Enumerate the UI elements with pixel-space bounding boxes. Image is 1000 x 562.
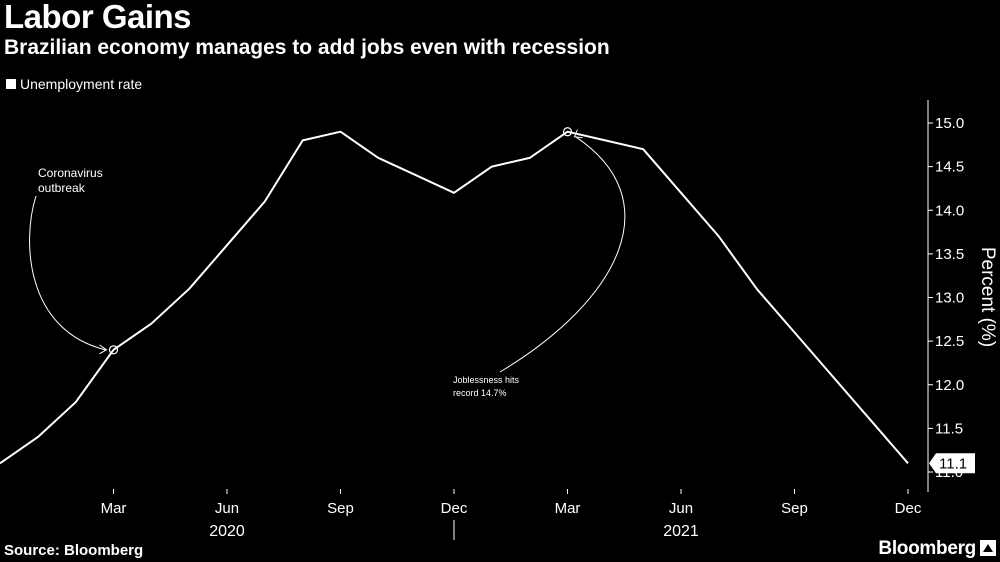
annotation-leader-line xyxy=(29,195,106,351)
annotation-text-line: record 14.7% xyxy=(453,388,507,398)
y-tick-label: 15.0 xyxy=(935,115,964,132)
chart-title: Labor Gains xyxy=(4,0,192,35)
source-note: Source: Bloomberg xyxy=(4,542,144,559)
legend-label: Unemployment rate xyxy=(20,76,143,92)
x-year-label: 2020 xyxy=(209,523,245,540)
chart-subtitle: Brazilian economy manages to add jobs ev… xyxy=(4,36,610,59)
x-tick-label: Dec xyxy=(895,500,922,517)
annotation-arrowhead xyxy=(99,344,108,355)
x-tick-label: Sep xyxy=(781,500,808,517)
y-tick-label: 14.5 xyxy=(935,159,964,176)
bloomberg-logo: Bloomberg xyxy=(878,538,976,559)
axes: 11.011.512.012.513.013.514.014.515.0Perc… xyxy=(101,100,998,540)
bloomberg-terminal-icon xyxy=(980,540,996,556)
legend: Unemployment rate xyxy=(6,76,142,92)
y-tick-label: 12.5 xyxy=(935,333,964,350)
last-value-label: 11.1 xyxy=(939,455,967,472)
y-axis-label: Percent (%) xyxy=(977,247,998,347)
legend-swatch xyxy=(6,79,16,89)
y-tick-label: 13.0 xyxy=(935,290,964,307)
y-tick-label: 12.0 xyxy=(935,377,964,394)
annotation-text-line: Joblessness hits xyxy=(453,375,520,385)
x-tick-label: Sep xyxy=(327,500,354,517)
annotation-text-line: outbreak xyxy=(38,181,86,195)
annotation-leader-line xyxy=(499,136,626,373)
y-tick-label: 11.5 xyxy=(935,420,963,437)
annotation-text-line: Coronavirus xyxy=(38,166,103,180)
x-year-label: 2021 xyxy=(663,523,699,540)
series-line-unemployment-rate xyxy=(0,130,909,465)
y-tick-label: 14.0 xyxy=(935,202,964,219)
x-tick-label: Jun xyxy=(215,500,239,517)
annotation-arrowhead xyxy=(573,129,583,139)
labels: 11.1 xyxy=(929,453,975,474)
x-tick-label: Jun xyxy=(669,500,693,517)
x-tick-label: Mar xyxy=(555,500,581,517)
last-value-tag xyxy=(929,453,975,474)
x-tick-label: Mar xyxy=(101,500,127,517)
x-tick-label: Dec xyxy=(441,500,468,517)
series xyxy=(0,130,909,465)
y-tick-label: 13.5 xyxy=(935,246,964,263)
